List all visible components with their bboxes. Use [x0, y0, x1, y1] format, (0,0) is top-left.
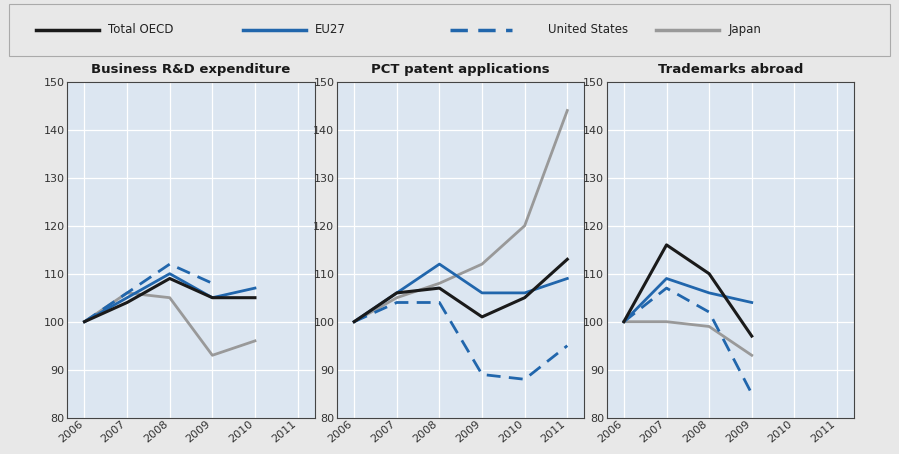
Text: United States: United States — [548, 23, 628, 36]
FancyBboxPatch shape — [9, 4, 890, 56]
Title: Business R&D expenditure: Business R&D expenditure — [92, 64, 290, 76]
Text: EU27: EU27 — [315, 23, 345, 36]
Title: Trademarks abroad: Trademarks abroad — [658, 64, 803, 76]
Title: PCT patent applications: PCT patent applications — [371, 64, 550, 76]
Text: Total OECD: Total OECD — [108, 23, 174, 36]
Text: Japan: Japan — [728, 23, 761, 36]
